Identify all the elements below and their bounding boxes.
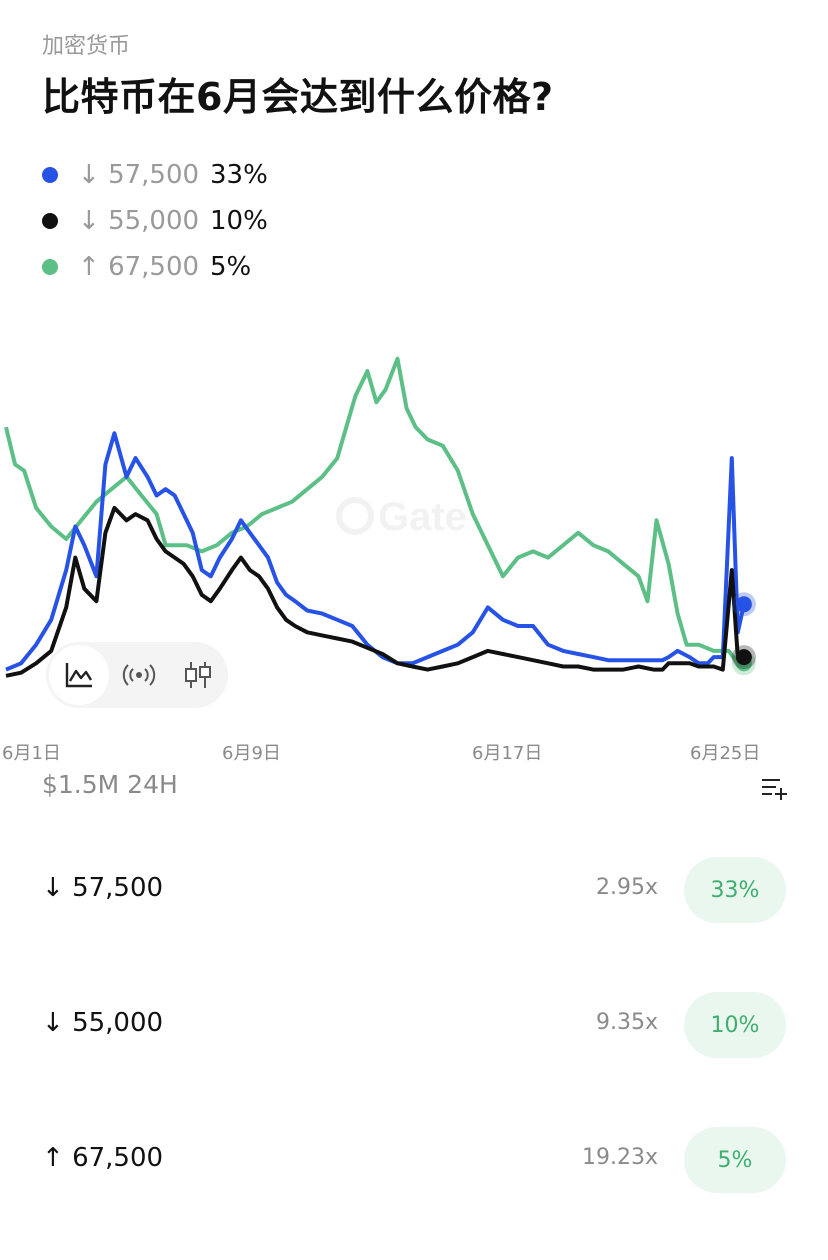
x-tick-label: 6月9日 [222,743,281,764]
watermark: Gate [336,495,467,539]
market-arrow: ↓ [42,1008,64,1038]
legend-value: 67,500 [108,252,200,282]
market-row-57500[interactable]: ↓ 57,500 2.95x 33% [0,857,828,923]
live-button[interactable] [109,645,169,705]
page-title: 比特币在6月会达到什么价格? [42,75,554,119]
market-label: 67,500 [72,1143,164,1173]
legend-value: 57,500 [108,160,200,190]
market-row-55000[interactable]: ↓ 55,000 9.35x 10% [0,992,828,1058]
x-tick-label: 6月17日 [472,743,543,764]
category-label: 加密货币 [42,34,131,59]
legend-arrow: ↑ [78,252,100,282]
volume-24h: $1.5M 24H [42,770,178,799]
legend-item-57500: ↓ 57,500 33% [42,152,268,198]
market-arrow: ↑ [42,1143,64,1173]
watermark-text: Gate [378,495,467,539]
series-end-dot-1 [735,649,752,666]
buy-percent-button[interactable]: 5% [684,1127,786,1193]
live-broadcast-icon [122,664,155,686]
legend-item-67500: ↑ 67,500 5% [42,244,268,290]
market-row-67500[interactable]: ↑ 67,500 19.23x 5% [0,1127,828,1193]
market-multiplier: 2.95x [595,875,658,900]
legend-item-55000: ↓ 55,000 10% [42,198,268,244]
sort-filter-icon[interactable] [760,774,788,802]
legend-value: 55,000 [108,206,200,236]
series-line-1 [5,505,744,678]
market-arrow: ↓ [42,873,64,903]
gate-logo-icon [336,497,374,535]
series-line-0 [5,431,746,672]
legend-dot-black [42,213,58,229]
x-tick-label: 6月1日 [2,743,61,764]
line-chart-icon [65,663,92,688]
x-tick-label: 6月25日 [690,743,761,764]
series-line-2 [4,356,744,666]
market-multiplier: 19.23x [581,1145,658,1170]
line-chart-button[interactable] [49,645,109,705]
chart-legend: ↓ 57,500 33% ↓ 55,000 10% ↑ 67,500 5% [42,152,268,290]
price-chart[interactable]: Gate [0,330,828,730]
market-multiplier: 9.35x [595,1010,658,1035]
legend-arrow: ↓ [78,160,100,190]
candlestick-icon [185,662,212,688]
legend-arrow: ↓ [78,206,100,236]
buy-percent-button[interactable]: 33% [684,857,786,923]
legend-dot-blue [42,167,58,183]
chart-type-switcher [46,642,228,708]
series-end-dot-0 [735,596,752,613]
market-label: 55,000 [72,1008,164,1038]
buy-percent-button[interactable]: 10% [684,992,786,1058]
legend-percent: 5% [210,252,252,282]
legend-dot-green [42,259,58,275]
legend-percent: 33% [210,160,268,190]
legend-percent: 10% [210,206,268,236]
candlestick-button[interactable] [168,645,228,705]
market-label: 57,500 [72,873,164,903]
